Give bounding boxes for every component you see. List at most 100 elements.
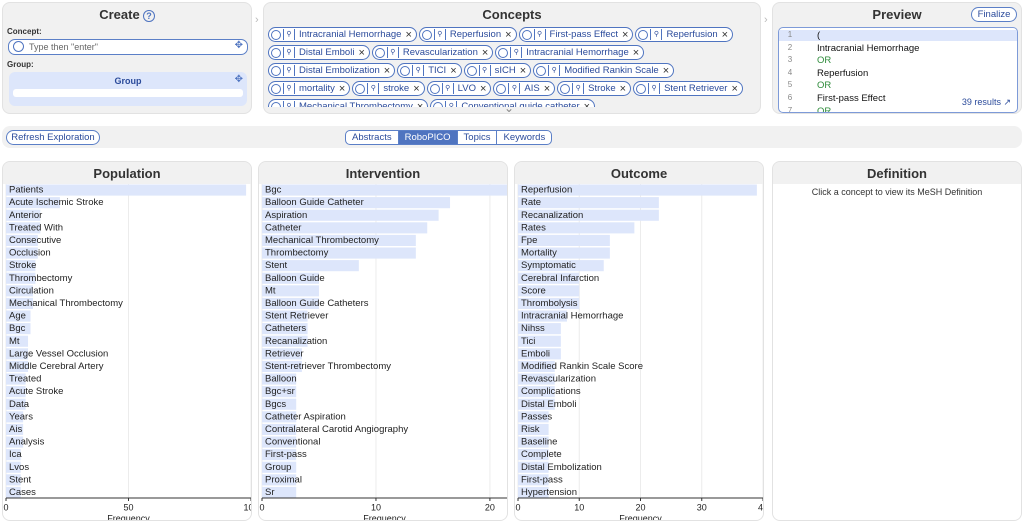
- bar: [6, 310, 31, 322]
- definition-title: Definition: [867, 166, 927, 181]
- category-label: Middle Cerebral Artery: [9, 361, 104, 372]
- category-label: Recanalization: [265, 336, 327, 347]
- bar: [262, 436, 297, 448]
- concepts-title: Concepts: [482, 7, 542, 22]
- bar: [6, 449, 21, 461]
- line-text: OR: [817, 55, 832, 67]
- panel-header: [259, 162, 507, 184]
- chip-remove[interactable]: ×: [721, 28, 729, 41]
- category-label: Sr: [265, 487, 275, 498]
- bar: [262, 234, 416, 246]
- concept-chip[interactable]: ⚲ LVO ×: [426, 81, 492, 96]
- chip-icon: ⚲: [508, 83, 521, 94]
- chip-label: Distal Emboli: [299, 47, 355, 58]
- x-tick-label: 20: [635, 502, 645, 512]
- chip-remove[interactable]: ×: [416, 100, 424, 108]
- bar: [518, 449, 549, 461]
- concept-chip[interactable]: ⚲ Distal Embolization ×: [268, 63, 396, 78]
- concept-chip[interactable]: ⚲ Revascularization ×: [371, 45, 494, 60]
- chevron-left[interactable]: ›: [255, 14, 259, 26]
- chip-remove[interactable]: ×: [413, 82, 420, 95]
- concept-chip[interactable]: ⚲ AIS ×: [493, 81, 556, 96]
- create-panel: Create ? Concept: Type then "enter" ✥ Gr…: [2, 2, 252, 114]
- concept-chip[interactable]: ⚲ Conventional guide catheter ×: [430, 99, 596, 108]
- category-label: Stent Retriever: [265, 311, 328, 322]
- bar: [518, 386, 555, 398]
- chip-label: Intracranial Hemorrhage: [526, 47, 629, 58]
- concept-chip[interactable]: ⚲ Stroke ×: [557, 81, 632, 96]
- chevron-right[interactable]: ›: [764, 14, 768, 26]
- concept-chip[interactable]: ⚲ Intracranial Hemorrhage ×: [495, 45, 645, 60]
- tab[interactable]: Abstracts: [346, 131, 399, 144]
- tab[interactable]: Keywords: [503, 132, 546, 143]
- category-label: Stroke: [9, 260, 36, 271]
- panel-header: [515, 162, 763, 184]
- chip-remove[interactable]: ×: [358, 46, 365, 59]
- chip-label: Stroke: [588, 83, 616, 94]
- category-label: Stent: [265, 260, 288, 271]
- bar: [6, 197, 60, 209]
- chip-remove[interactable]: ×: [543, 82, 551, 95]
- category-label: Reperfusion: [521, 185, 572, 196]
- concept-chip[interactable]: ⚲ TICI ×: [397, 63, 462, 78]
- chip-remove[interactable]: ×: [619, 82, 627, 95]
- bar: [262, 449, 297, 461]
- concept-input[interactable]: Type then "enter" ✥: [8, 39, 248, 55]
- chip-icon: ⚲: [510, 47, 523, 58]
- results-link[interactable]: 39 results ↗: [961, 97, 1011, 108]
- concept-chip[interactable]: ⚲ mortality ×: [268, 81, 351, 96]
- chip-remove[interactable]: ×: [479, 82, 487, 95]
- chip-remove[interactable]: ×: [450, 64, 457, 77]
- chip-remove[interactable]: ×: [405, 28, 412, 41]
- chip-remove[interactable]: ×: [338, 82, 346, 95]
- chip-remove[interactable]: ×: [622, 28, 629, 41]
- preview-title: Preview: [872, 7, 922, 22]
- group-box[interactable]: Group ✥: [9, 72, 247, 106]
- chip-remove[interactable]: ×: [632, 46, 640, 59]
- expand-chevron[interactable]: ⌄: [504, 101, 515, 114]
- help-icon[interactable]: ?: [143, 10, 155, 22]
- bar: [262, 184, 507, 196]
- line-text: OR: [817, 80, 832, 92]
- category-label: Cases: [9, 487, 36, 498]
- bar: [6, 348, 29, 360]
- chip-remove[interactable]: ×: [731, 82, 738, 95]
- concept-chip[interactable]: ⚲ stroke ×: [352, 81, 425, 96]
- chip-label: Intracranial Hemorrhage: [299, 29, 402, 40]
- chip-remove[interactable]: ×: [505, 28, 512, 41]
- category-label: Treated: [9, 374, 41, 385]
- bar: [262, 348, 302, 360]
- chip-circle: [498, 47, 509, 58]
- concept-chip[interactable]: ⚲ Distal Emboli ×: [268, 45, 370, 60]
- category-label: Distal Emboli: [521, 399, 576, 410]
- concept-chip[interactable]: ⚲ Reperfusion ×: [635, 27, 734, 42]
- chip-icon: ⚲: [478, 65, 491, 76]
- refresh-button[interactable]: Refresh Exploration: [6, 130, 100, 145]
- chip-circle: [429, 83, 440, 94]
- concept-chip[interactable]: ⚲ Intracranial Hemorrhage ×: [268, 27, 417, 42]
- chip-remove[interactable]: ×: [662, 64, 670, 77]
- category-label: Occlusion: [9, 248, 51, 259]
- chip-remove[interactable]: ×: [583, 100, 591, 108]
- tab[interactable]: Topics: [458, 131, 498, 144]
- concept-chip[interactable]: ⚲ Stent Retriever ×: [633, 81, 743, 96]
- concept-chip[interactable]: ⚲ Reperfusion ×: [418, 27, 517, 42]
- bar: [262, 310, 308, 322]
- chip-remove[interactable]: ×: [519, 64, 527, 77]
- concept-chip[interactable]: ⚲ First-pass Effect ×: [518, 27, 634, 42]
- bar: [518, 335, 561, 347]
- finalize-button[interactable]: Finalize: [971, 7, 1017, 22]
- chip-remove[interactable]: ×: [383, 64, 391, 77]
- chip-icon: ⚲: [283, 29, 295, 40]
- concept-chip[interactable]: ⚲ Modified Rankin Scale ×: [533, 63, 675, 78]
- bar: [6, 461, 21, 473]
- chip-label: sICH: [494, 65, 516, 76]
- tab[interactable]: RoboPICO: [398, 131, 458, 144]
- chip-remove[interactable]: ×: [481, 46, 489, 59]
- concept-chip[interactable]: ⚲ sICH ×: [463, 63, 532, 78]
- concept-chip[interactable]: ⚲ Mechanical Thrombectomy ×: [268, 99, 429, 108]
- bar: [6, 360, 29, 372]
- chip-label: Reperfusion: [666, 29, 718, 40]
- bar: [518, 423, 549, 435]
